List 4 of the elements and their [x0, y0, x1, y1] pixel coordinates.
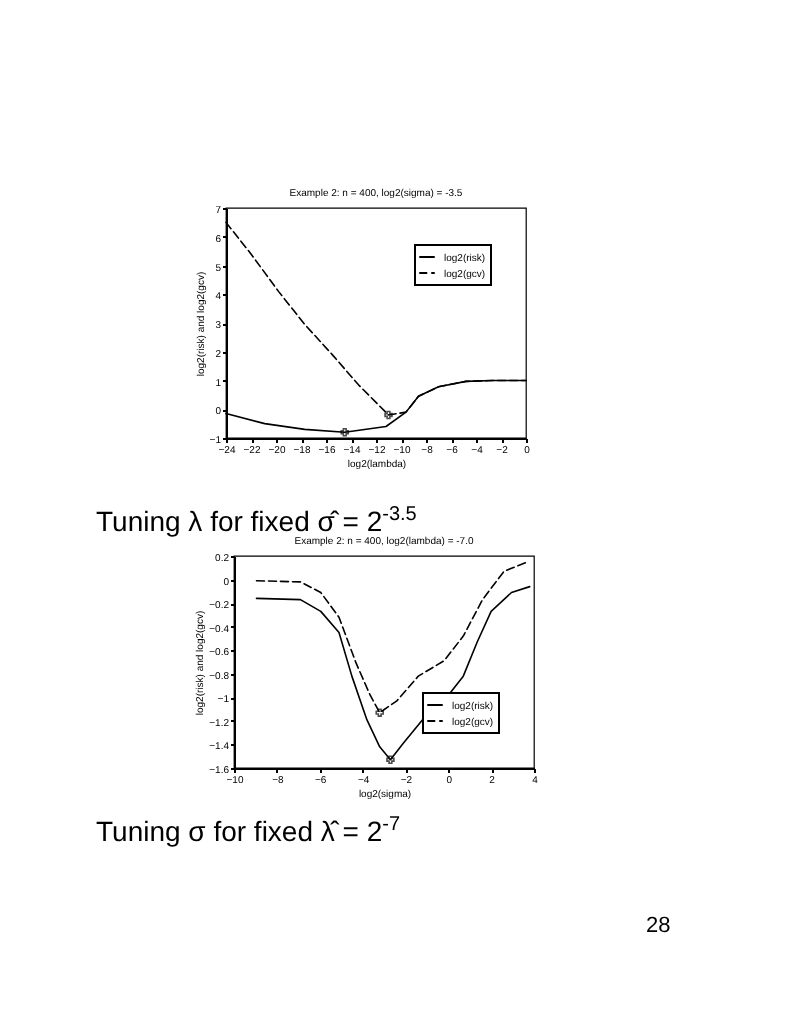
- text: Tuning σ for fixed λ̂ = 2$^{-7}$: [96, 814, 401, 848]
- text: 28: [646, 914, 671, 938]
- line-series: [255, 561, 529, 714]
- text: Tuning λ for fixed σ̂ = 2$^{-3.5}$: [96, 504, 417, 538]
